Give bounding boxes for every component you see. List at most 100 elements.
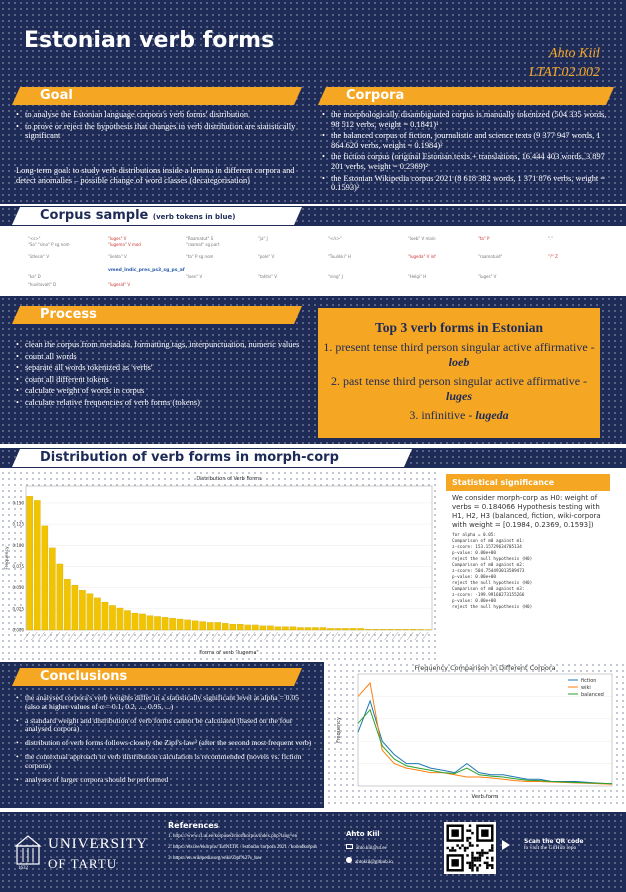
qr-code[interactable] [444, 822, 496, 874]
x-tick-label [414, 631, 421, 641]
mail-icon [346, 844, 353, 849]
bar [214, 622, 221, 631]
bar [139, 613, 146, 631]
bar [252, 624, 259, 631]
top3-heading: Top 3 verb forms in Estonian [375, 320, 543, 335]
bar [94, 597, 101, 631]
x-tick-label [422, 631, 429, 641]
line-chart: Frequency Comparison in Different Corpor… [336, 664, 613, 800]
plot-area [357, 673, 613, 787]
reference-item[interactable]: 3. https://en.wikipedia.org/wiki/Zipf%27… [168, 856, 262, 861]
reference-item[interactable]: 1. https://www.cl.ut.ee/korpused/morfkor… [168, 834, 298, 839]
x-tick-label [98, 631, 106, 641]
x-tick-label [271, 631, 279, 641]
bar [109, 605, 116, 631]
x-tick-label [264, 631, 271, 641]
contact-github[interactable]: ahtokiil@github.io [355, 860, 393, 865]
sample-heading: Corpus sample (verb tokens in blue) [12, 207, 302, 225]
bar [409, 629, 417, 631]
contact-email[interactable]: ahto.kiil@ut.ee [356, 846, 387, 851]
bar [184, 619, 191, 631]
x-tick-label [376, 631, 384, 641]
x-tick-label [128, 631, 136, 641]
bar [372, 629, 379, 631]
bar [237, 623, 244, 631]
x-tick-label [181, 631, 188, 641]
x-tick-label [151, 631, 158, 641]
y-tick-label: 0.000 [13, 628, 25, 633]
x-tick-label [369, 631, 376, 641]
bar [402, 629, 409, 631]
reference-item[interactable]: 2. https://etsi.ee/ekorpus/ EstNLTK / es… [168, 845, 317, 850]
x-tick-label [354, 631, 361, 641]
legend-entry: fiction [581, 678, 596, 684]
process-item: count all different tokens [16, 375, 306, 385]
chart-title: Frequency Comparison in Different Corpor… [414, 664, 555, 672]
bar [282, 626, 289, 631]
bar [297, 627, 304, 631]
goal-item: to analyse the Estonian language corpora… [16, 110, 306, 120]
legend-entry: balanced [581, 692, 604, 698]
bar [199, 621, 206, 631]
x-tick-label [294, 631, 301, 641]
conclusion-item: the analysed corpora's verb weights diff… [16, 693, 314, 712]
y-axis-label: Frequency [336, 717, 342, 743]
bar [319, 627, 327, 631]
bar [259, 625, 267, 631]
process-list: clean the corpus from metadata, formatti… [16, 340, 306, 410]
x-tick-label [106, 631, 113, 641]
stat-code: for alpha = 0.05: Comparison of m0 again… [452, 533, 533, 610]
sample-heading-text: Corpus sample [40, 208, 149, 223]
x-tick-label [173, 631, 181, 641]
series-line-balanced [357, 708, 613, 785]
x-tick-label [399, 631, 406, 641]
x-tick-label [249, 631, 256, 641]
goal-heading: Goal [12, 87, 302, 105]
x-tick-label [339, 631, 346, 641]
bar [146, 615, 154, 631]
bar [154, 616, 161, 631]
corpora-heading: Corpora [318, 87, 614, 105]
bar [349, 628, 357, 631]
x-axis-label: Verb form [471, 794, 498, 800]
conclusion-item: analyses of larger corpora should be per… [16, 775, 314, 785]
bar [289, 626, 297, 631]
corpus-item: the Estonian Wikipedia corpus 2021 (8 61… [322, 174, 612, 193]
y-tick-label: 0.075 [13, 564, 25, 569]
bar [387, 629, 394, 631]
goal-item: to prove or reject the hypothesis that c… [16, 122, 306, 141]
long-term-goal: Long-term goal: to study verb distributi… [16, 166, 295, 185]
bar [334, 628, 342, 631]
university-year: 1632 [18, 866, 28, 871]
bar [267, 625, 274, 631]
university-seal-icon [14, 835, 42, 865]
corpus-item: the fiction corpus (original Estonian te… [322, 152, 612, 171]
top3-box: Top 3 verb forms in Estonian 1. present … [318, 308, 600, 438]
bar [26, 496, 34, 631]
conclusion-item: distribution of verb forms follows close… [16, 738, 314, 748]
x-tick-label [196, 631, 203, 641]
x-tick-label [166, 631, 173, 641]
bar [327, 628, 334, 631]
footer [0, 812, 626, 892]
y-tick-label: 0.100 [13, 543, 25, 548]
x-tick-label [61, 631, 68, 641]
qr-arrow-icon [502, 840, 510, 850]
goal-list: to analyse the Estonian language corpora… [16, 110, 306, 143]
references: References 1. https://www.cl.ut.ee/korpu… [168, 822, 326, 862]
bar [34, 500, 41, 631]
distribution-heading: Distribution of verb forms in morph-corp [12, 449, 412, 467]
bar-chart: Distribution of Verb Forms 0.000 0.025 0.05… [4, 476, 433, 656]
bar [221, 623, 229, 631]
author-name: Ahto Kiil [549, 46, 600, 61]
stat-intro: We consider morph-corp as H0: weight of … [452, 494, 601, 529]
x-tick-label [211, 631, 218, 641]
bar [342, 628, 349, 631]
y-axis-label: Frequency [4, 546, 10, 570]
x-tick-label [23, 631, 30, 641]
process-heading: Process [12, 306, 302, 324]
corpora-list: the morphologically disambiguated corpus… [322, 110, 612, 195]
process-item: separate all words tokenized as 'verbs' [16, 363, 306, 373]
x-tick-label [136, 631, 143, 641]
bar [274, 626, 282, 631]
